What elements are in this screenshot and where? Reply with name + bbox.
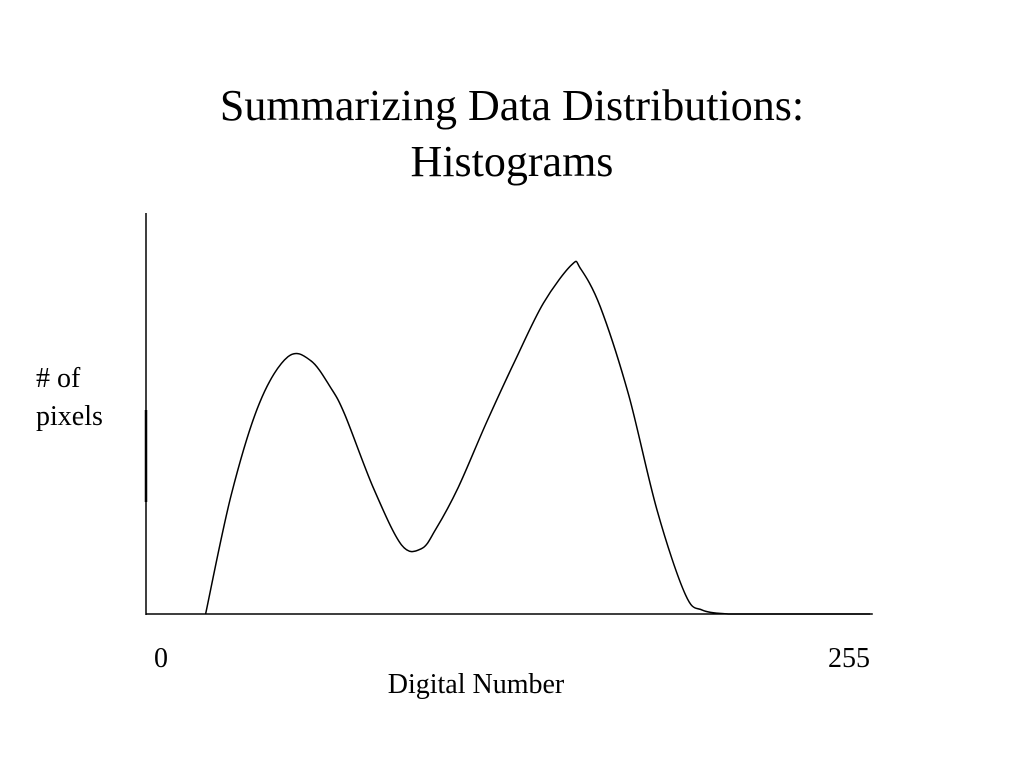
y-axis-label-line-2: pixels: [36, 401, 103, 432]
title-line-1: Summarizing Data Distributions:: [219, 81, 805, 130]
y-axis-label-line-1: # of: [36, 363, 81, 394]
distribution-curve: [204, 260, 873, 615]
x-tick-min: 0: [154, 643, 168, 674]
x-tick-max: 255: [828, 643, 870, 674]
x-axis-label: Digital Number: [387, 669, 565, 700]
y-axis-label: # of pixels: [36, 360, 103, 436]
title-line-2: Histograms: [410, 137, 614, 186]
slide-title: Summarizing Data Distributions: Histogra…: [0, 78, 1024, 190]
